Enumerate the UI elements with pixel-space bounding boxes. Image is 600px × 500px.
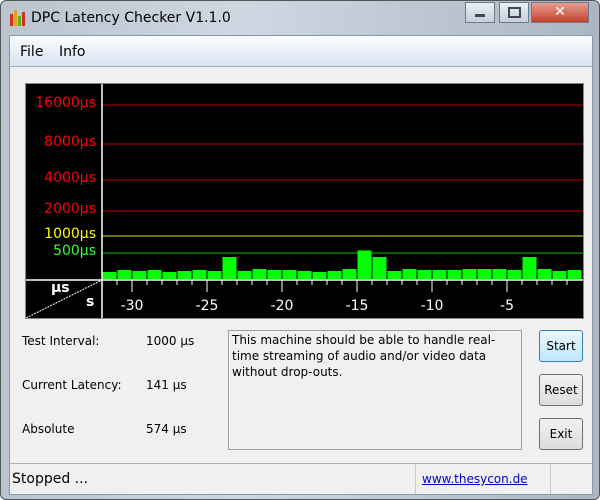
latency-bar [402,269,417,279]
latency-bar [342,269,357,279]
minimize-button[interactable] [465,2,495,23]
x-tick-label: -10 [421,298,444,314]
maximize-icon [508,7,521,18]
latency-bar [462,269,477,279]
x-tick-label: -30 [121,298,144,314]
latency-bar [147,270,162,279]
reset-button[interactable]: Reset [539,374,583,406]
latency-bar [372,257,387,279]
app-logo-icon [10,10,26,26]
latency-bar [477,269,492,279]
current-latency-label: Current Latency: [22,378,122,392]
y-unit-label: µs [51,280,70,296]
latency-bar [492,269,507,279]
latency-bar [357,250,372,279]
maximize-button[interactable] [499,2,529,23]
latency-bar [552,270,567,279]
test-interval-value: 1000 µs [146,334,195,348]
latency-bar [282,270,297,279]
x-tick-label: -15 [346,298,369,314]
latency-bar [222,257,237,279]
x-tick-label: -20 [271,298,294,314]
window-title: DPC Latency Checker V1.1.0 [31,10,231,26]
latency-bar [447,270,462,279]
latency-bar [297,270,312,279]
y-tick-label: 2000µs [44,201,96,217]
latency-bar [312,271,327,279]
latency-bar [162,271,177,279]
latency-bar [132,270,147,279]
latency-bar [327,270,342,279]
website-link[interactable]: www.thesycon.de [422,472,528,486]
x-tick-label: -5 [500,298,514,314]
latency-bar [252,269,267,279]
latency-bar [537,269,552,279]
latency-bar [237,270,252,279]
menu-info[interactable]: Info [59,44,86,60]
latency-bar [267,270,282,279]
client-area: File Info -30 -25 -20 -15 -10 -5 16000µs 8000µ… [9,35,593,495]
absolute-label: Absolute [22,422,75,436]
latency-bar [192,270,207,279]
status-text: Stopped ... [12,471,89,487]
exit-button[interactable]: Exit [539,418,583,450]
current-latency-value: 141 µs [146,378,187,392]
latency-bar [432,270,447,279]
y-tick-label: 8000µs [44,134,96,150]
y-tick-label: 1000µs [44,226,96,242]
close-button[interactable]: ✕ [531,2,589,23]
latency-bar [102,271,117,279]
latency-bar [417,270,432,279]
latency-bar [387,270,402,279]
status-bar: Stopped ... www.thesycon.de [10,463,592,494]
latency-bar [507,270,522,279]
y-tick-label: 16000µs [35,95,96,111]
latency-bar [207,270,222,279]
close-icon: ✕ [554,4,566,20]
latency-bar [567,270,582,279]
x-unit-label: s [86,294,95,310]
menu-file[interactable]: File [20,44,44,60]
y-tick-label: 500µs [53,243,96,259]
corner-diagonal [25,279,103,319]
latency-bar [522,257,537,279]
latency-bar [117,270,132,279]
latency-chart-svg: -30 -25 -20 -15 -10 -5 [25,84,583,319]
y-tick-label: 4000µs [44,170,96,186]
latency-chart: -30 -25 -20 -15 -10 -5 16000µs 8000µs 4000µs 200… [25,83,584,319]
absolute-value: 574 µs [146,422,187,436]
result-message: This machine should be able to handle re… [228,330,522,450]
x-tick-label: -25 [196,298,219,314]
menu-bar: File Info [10,36,592,67]
minimize-icon [475,14,485,17]
latency-bar [177,270,192,279]
start-button[interactable]: Start [539,330,583,362]
test-interval-label: Test Interval: [22,334,100,348]
